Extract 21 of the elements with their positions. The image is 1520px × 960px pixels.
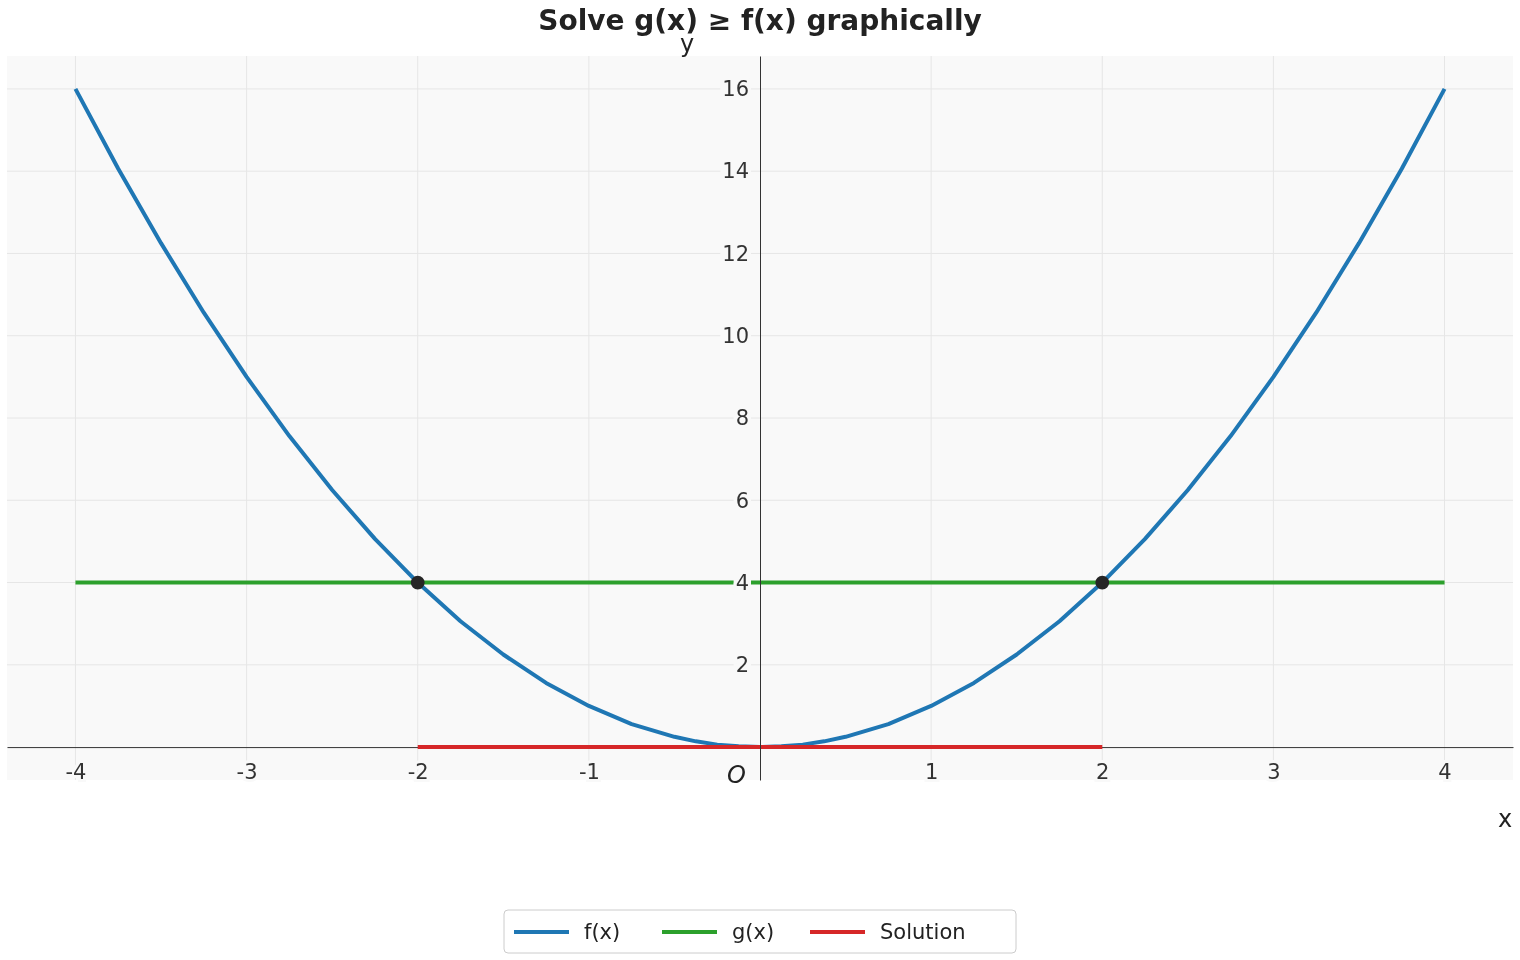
- y-tick-label: 12: [722, 241, 749, 266]
- y-tick-label: 8: [735, 406, 749, 431]
- x-tick-label: 1: [924, 760, 939, 784]
- annotation: O: [727, 761, 746, 790]
- legend-label: g(x): [732, 920, 775, 944]
- legend-label: Solution: [880, 920, 966, 944]
- y-tick-label: 10: [722, 323, 749, 348]
- legend-label: f(x): [584, 920, 621, 944]
- x-axis-title: x: [1497, 805, 1513, 833]
- y-tick-label: 16: [722, 77, 749, 102]
- x-tick-label: 3: [1267, 760, 1281, 784]
- x-tick-label: -1: [578, 760, 600, 784]
- x-tick-label: -3: [236, 760, 258, 784]
- x-tick-label: -2: [407, 760, 429, 784]
- x-tick-label: -4: [65, 760, 87, 784]
- y-tick-label: 6: [735, 488, 749, 513]
- x-tick-label: 4: [1438, 760, 1452, 784]
- y-tick-label: 4: [735, 570, 749, 595]
- y-tick-label: 14: [722, 159, 749, 184]
- x-tick-label: 2: [1096, 760, 1110, 784]
- y-tick-label: 2: [735, 653, 749, 678]
